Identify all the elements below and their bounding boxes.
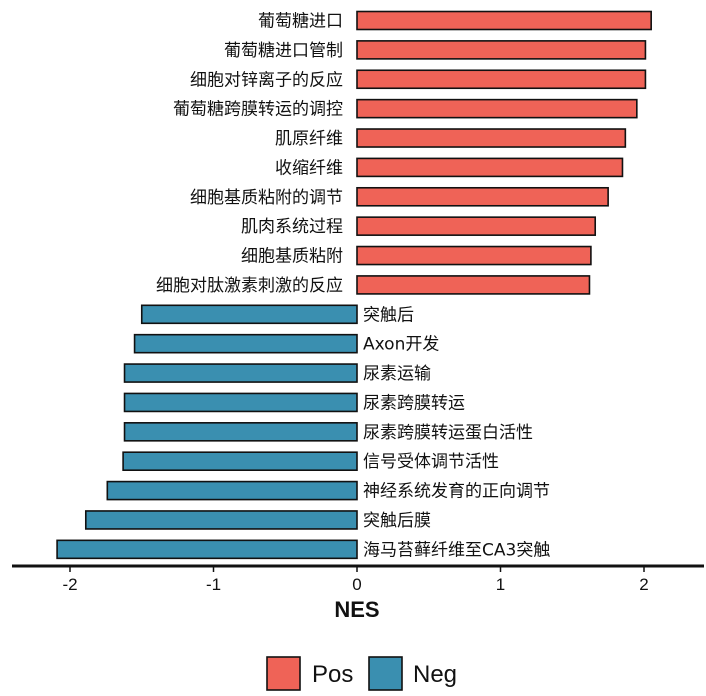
bar-neg — [123, 422, 358, 442]
category-label: 肌原纤维 — [275, 129, 343, 149]
bar-pos — [356, 245, 592, 266]
category-labels: 葡萄糖进口葡萄糖进口管制细胞对锌离子的反应葡萄糖跨膜转运的调控肌原纤维收缩纤维细… — [156, 12, 550, 561]
x-tick-label: 1 — [496, 575, 505, 594]
bar-neg — [56, 539, 358, 560]
legend: Pos Neg — [266, 656, 457, 691]
bar-pos — [356, 10, 652, 31]
x-tick-label: -1 — [206, 575, 221, 594]
bar-pos — [356, 40, 647, 60]
category-label: 尿素运输 — [363, 364, 431, 384]
x-axis-ticks: -2 -1 0 1 2 — [62, 566, 649, 594]
bar-pos — [356, 128, 627, 148]
category-label: 收缩纤维 — [275, 158, 343, 178]
bar-pos — [356, 157, 624, 178]
category-label: 细胞对肽激素刺激的反应 — [156, 276, 343, 296]
bar-neg — [133, 333, 358, 354]
x-tick-label: 2 — [639, 575, 648, 594]
x-tick-label: -2 — [62, 575, 77, 594]
x-axis-title: NES — [334, 597, 379, 622]
category-label: Axon开发 — [363, 335, 439, 355]
category-label: 突触后 — [363, 305, 414, 325]
category-label: 尿素跨膜转运蛋白活性 — [363, 423, 533, 443]
bar-neg — [84, 510, 358, 530]
category-label: 海马苔藓纤维至CA3突触 — [363, 540, 550, 560]
legend-swatch-pos — [266, 656, 301, 691]
bar-pos — [356, 98, 638, 119]
bar-neg — [123, 363, 358, 383]
x-tick-label: 0 — [352, 575, 361, 594]
bar-pos — [356, 216, 597, 236]
category-label: 细胞对锌离子的反应 — [190, 70, 343, 90]
bar-neg — [123, 392, 358, 413]
category-label: 尿素跨膜转运 — [363, 393, 465, 413]
legend-label-pos: Pos — [312, 661, 353, 688]
bar-pos — [356, 69, 647, 90]
bars-layer — [56, 10, 652, 560]
legend-label-neg: Neg — [413, 661, 457, 688]
category-label: 葡萄糖进口管制 — [224, 41, 343, 61]
category-label: 葡萄糖跨膜转运的调控 — [173, 100, 343, 120]
bar-neg — [106, 480, 358, 501]
category-label: 细胞基质粘附的调节 — [190, 188, 343, 208]
bar-neg — [122, 451, 358, 472]
category-label: 细胞基质粘附 — [241, 247, 343, 267]
bar-pos — [356, 186, 609, 207]
bar-pos — [356, 275, 591, 295]
category-label: 突触后膜 — [363, 511, 431, 531]
bar-neg — [140, 304, 358, 325]
category-label: 信号受体调节活性 — [363, 452, 499, 472]
category-label: 神经系统发育的正向调节 — [363, 482, 550, 502]
legend-swatch-neg — [368, 656, 403, 691]
category-label: 葡萄糖进口 — [258, 12, 343, 32]
category-label: 肌肉系统过程 — [241, 217, 343, 237]
